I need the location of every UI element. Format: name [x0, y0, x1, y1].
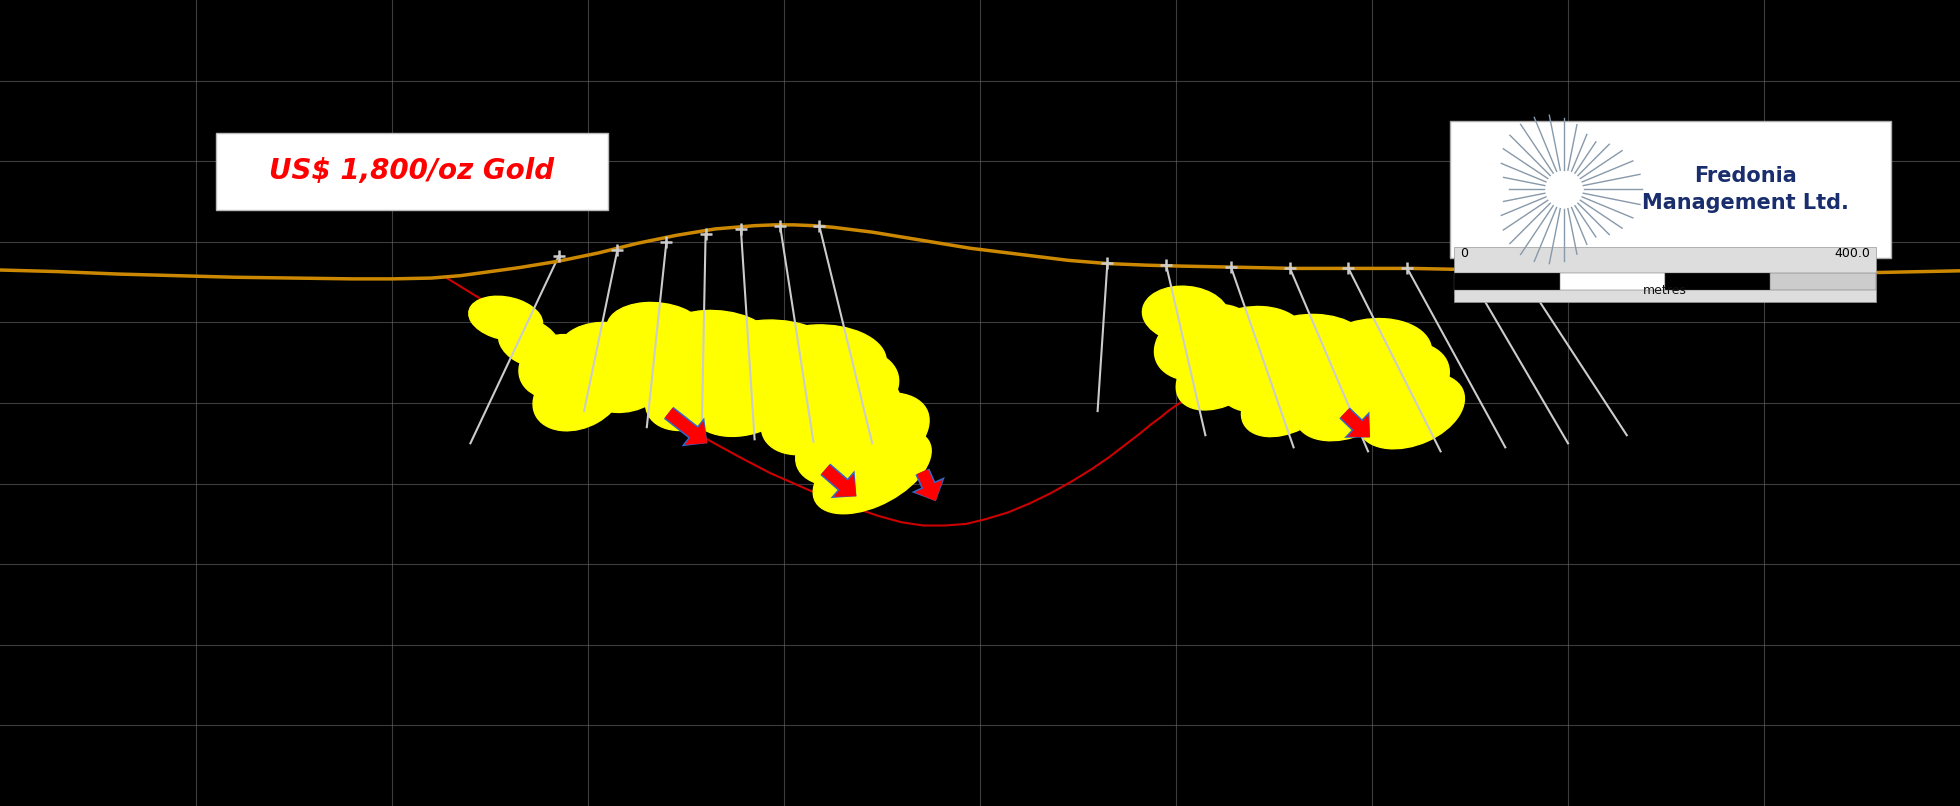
Ellipse shape — [559, 322, 657, 387]
Ellipse shape — [498, 318, 561, 367]
Bar — [1454, 273, 1560, 290]
Ellipse shape — [1176, 331, 1274, 410]
Ellipse shape — [1250, 314, 1368, 382]
Ellipse shape — [1241, 361, 1339, 437]
Text: US$ 1,800/oz Gold: US$ 1,800/oz Gold — [269, 157, 555, 185]
Ellipse shape — [1154, 305, 1256, 380]
Text: 0: 0 — [1460, 247, 1468, 260]
FancyBboxPatch shape — [1450, 121, 1891, 258]
Ellipse shape — [1196, 306, 1305, 379]
Ellipse shape — [688, 354, 802, 436]
Ellipse shape — [786, 348, 900, 426]
Ellipse shape — [1358, 373, 1464, 449]
Ellipse shape — [582, 345, 672, 413]
Text: metres: metres — [1642, 284, 1688, 297]
Ellipse shape — [1217, 330, 1323, 412]
Ellipse shape — [608, 302, 706, 359]
Ellipse shape — [1272, 335, 1386, 414]
Ellipse shape — [1313, 318, 1431, 391]
Ellipse shape — [760, 376, 866, 455]
Bar — [1560, 273, 1664, 290]
Ellipse shape — [672, 326, 798, 407]
Ellipse shape — [645, 351, 747, 430]
Ellipse shape — [533, 359, 623, 430]
Ellipse shape — [733, 343, 855, 431]
Ellipse shape — [813, 430, 931, 513]
Ellipse shape — [806, 377, 900, 448]
FancyBboxPatch shape — [216, 133, 608, 210]
Bar — [1770, 273, 1876, 290]
Ellipse shape — [519, 334, 598, 399]
FancyBboxPatch shape — [1454, 247, 1876, 302]
Ellipse shape — [657, 310, 774, 375]
Ellipse shape — [468, 297, 543, 340]
Bar — [1666, 273, 1770, 290]
Ellipse shape — [760, 325, 886, 393]
Ellipse shape — [706, 320, 843, 397]
Ellipse shape — [1296, 365, 1401, 441]
Ellipse shape — [1143, 286, 1229, 343]
Text: Fredonia
Management Ltd.: Fredonia Management Ltd. — [1642, 166, 1850, 213]
Ellipse shape — [1335, 342, 1448, 424]
Ellipse shape — [621, 320, 731, 397]
Ellipse shape — [796, 393, 929, 486]
Text: 400.0: 400.0 — [1835, 247, 1870, 260]
